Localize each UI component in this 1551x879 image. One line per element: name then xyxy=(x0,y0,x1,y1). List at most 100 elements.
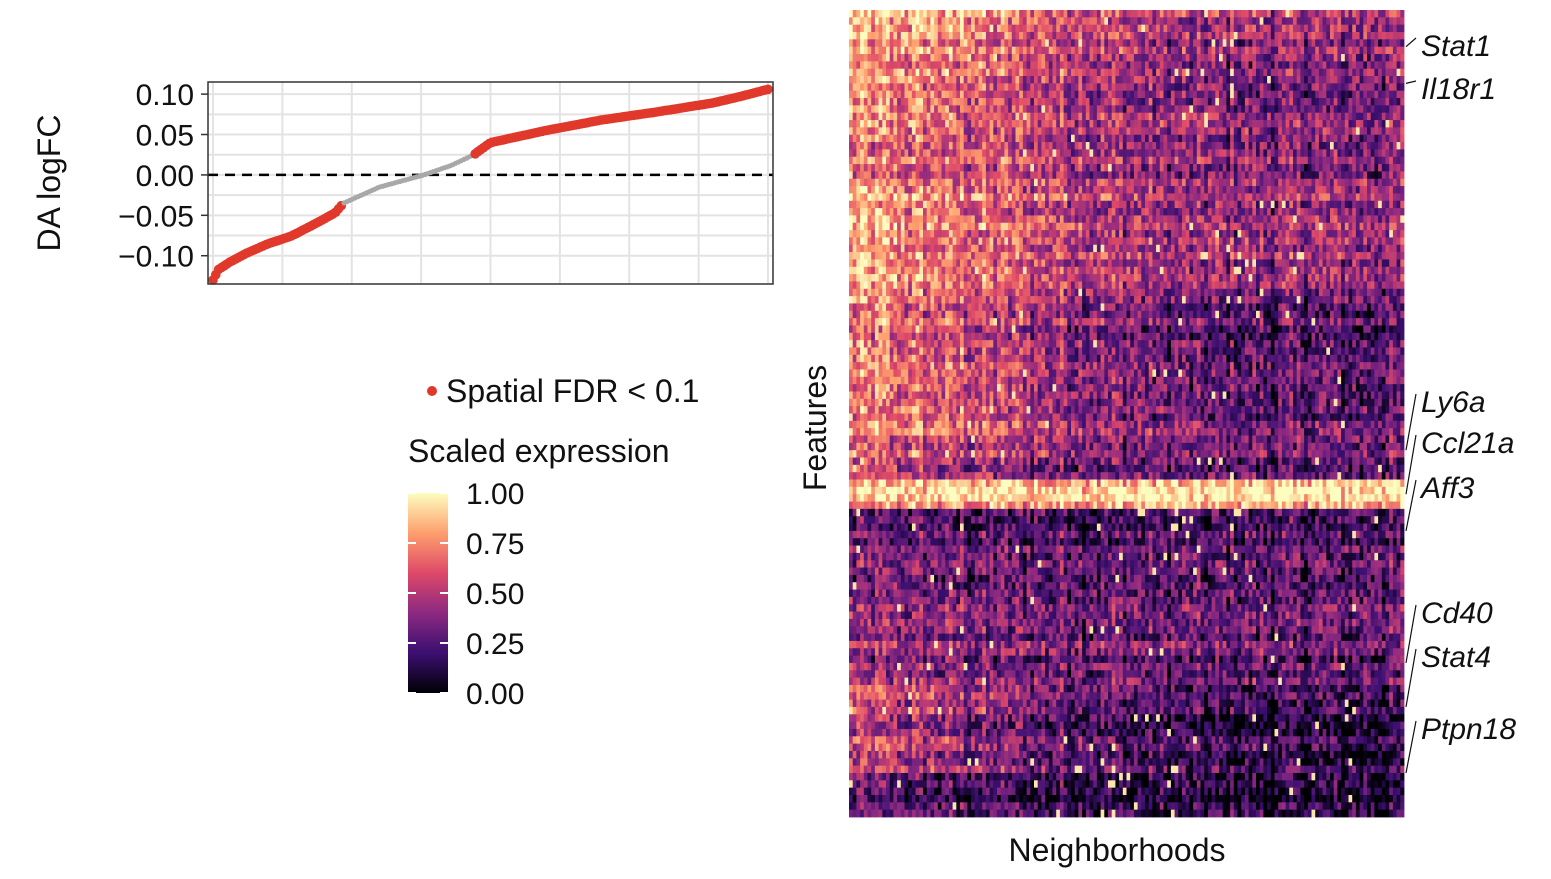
heatmap-cell xyxy=(1093,120,1098,128)
heatmap-cell xyxy=(1311,222,1316,231)
heatmap-cell xyxy=(934,17,939,26)
heatmap-cell xyxy=(1270,156,1275,165)
heatmap-cell xyxy=(974,178,979,187)
heatmap-cell xyxy=(1141,24,1146,33)
heatmap-cell xyxy=(1333,120,1338,128)
heatmap-cell xyxy=(1145,127,1150,136)
heatmap-cell xyxy=(1230,112,1235,121)
heatmap-cell xyxy=(1093,127,1098,136)
heatmap-cell xyxy=(1200,215,1205,224)
heatmap-cell xyxy=(1167,178,1172,187)
colorbar-title: Scaled expression xyxy=(408,433,669,469)
heatmap-cell xyxy=(1096,127,1101,136)
heatmap-cell xyxy=(1019,149,1024,158)
heatmap-cell xyxy=(1237,39,1242,48)
heatmap-cell xyxy=(1104,10,1109,18)
heatmap-cell xyxy=(993,61,998,70)
heatmap-cell xyxy=(849,134,854,143)
heatmap-cell xyxy=(1100,112,1105,121)
heatmap-cell xyxy=(897,127,902,136)
heatmap-cell xyxy=(1344,68,1349,77)
heatmap-cell xyxy=(1074,83,1079,92)
heatmap-cell xyxy=(1274,142,1279,150)
heatmap-cell xyxy=(1367,171,1372,180)
heatmap-cell xyxy=(1071,208,1076,216)
heatmap-cell xyxy=(1270,112,1275,121)
heatmap-cell xyxy=(1330,164,1335,172)
heatmap-cell xyxy=(1170,46,1175,55)
heatmap-cell xyxy=(1045,134,1050,143)
heatmap-cell xyxy=(1167,54,1172,62)
heatmap-cell xyxy=(1263,24,1268,33)
heatmap-cell xyxy=(1381,200,1386,209)
heatmap-cell xyxy=(926,149,931,158)
heatmap-cell xyxy=(1019,24,1024,33)
heatmap-cell xyxy=(1104,208,1109,216)
heatmap-cell xyxy=(1374,98,1379,106)
heatmap-cell xyxy=(878,178,883,187)
heatmap-cell xyxy=(1170,127,1175,136)
heatmap-cell xyxy=(937,90,942,99)
heatmap-cell xyxy=(952,98,957,106)
heatmap-cell xyxy=(915,237,920,246)
heatmap-cell xyxy=(856,10,861,18)
heatmap-cell xyxy=(1037,39,1042,48)
heatmap-cell xyxy=(1355,54,1360,62)
heatmap-cell xyxy=(1256,112,1261,121)
heatmap-cell xyxy=(1367,83,1372,92)
heatmap-cell xyxy=(1011,90,1016,99)
heatmap-cell xyxy=(1096,46,1101,55)
heatmap-cell xyxy=(1244,98,1249,106)
heatmap-cell xyxy=(1215,68,1220,77)
heatmap-cell xyxy=(1344,105,1349,114)
heatmap-cell xyxy=(1067,39,1072,48)
heatmap-cell xyxy=(1193,54,1198,62)
heatmap-cell xyxy=(1071,32,1076,40)
heatmap-cell xyxy=(1126,230,1131,238)
heatmap-cell xyxy=(1126,178,1131,187)
heatmap-cell xyxy=(1193,186,1198,194)
heatmap-cell xyxy=(1256,215,1261,224)
heatmap-cell xyxy=(1259,127,1264,136)
heatmap-cell xyxy=(1071,237,1076,246)
heatmap-cell xyxy=(1367,200,1372,209)
heatmap-cell xyxy=(982,222,987,231)
heatmap-cell xyxy=(1248,193,1253,202)
heatmap-cell xyxy=(1074,46,1079,55)
heatmap-cell xyxy=(1085,98,1090,106)
heatmap-cell xyxy=(1378,230,1383,238)
heatmap-cell xyxy=(1296,149,1301,158)
heatmap-cell xyxy=(1137,149,1142,158)
heatmap-cell xyxy=(1359,39,1364,48)
heatmap-cell xyxy=(1293,208,1298,216)
heatmap-cell xyxy=(1318,39,1323,48)
heatmap-cell xyxy=(989,17,994,26)
heatmap-cell xyxy=(1392,76,1397,84)
heatmap-cell xyxy=(1196,61,1201,70)
heatmap-cell xyxy=(923,200,928,209)
heatmap-cell xyxy=(1326,54,1331,62)
heatmap-cell xyxy=(1011,171,1016,180)
heatmap-cell xyxy=(1370,32,1375,40)
heatmap-cell xyxy=(1100,17,1105,26)
heatmap-cell xyxy=(956,54,961,62)
heatmap-cell xyxy=(974,193,979,202)
heatmap-cell xyxy=(993,193,998,202)
heatmap-cell xyxy=(849,208,854,216)
heatmap-cell xyxy=(978,61,983,70)
heatmap-cell xyxy=(941,68,946,77)
heatmap-cell xyxy=(1000,134,1005,143)
heatmap-cell xyxy=(1293,215,1298,224)
heatmap-cell xyxy=(1078,120,1083,128)
heatmap-cell xyxy=(1226,83,1231,92)
heatmap-cell xyxy=(1137,112,1142,121)
heatmap-cell xyxy=(1318,156,1323,165)
heatmap-cell xyxy=(948,186,953,194)
heatmap-cell xyxy=(1285,24,1290,33)
heatmap-cell xyxy=(1278,61,1283,70)
heatmap-cell xyxy=(1141,90,1146,99)
heatmap-cell xyxy=(1145,215,1150,224)
heatmap-cell xyxy=(989,32,994,40)
heatmap-cell xyxy=(1145,193,1150,202)
heatmap-cell xyxy=(1352,215,1357,224)
